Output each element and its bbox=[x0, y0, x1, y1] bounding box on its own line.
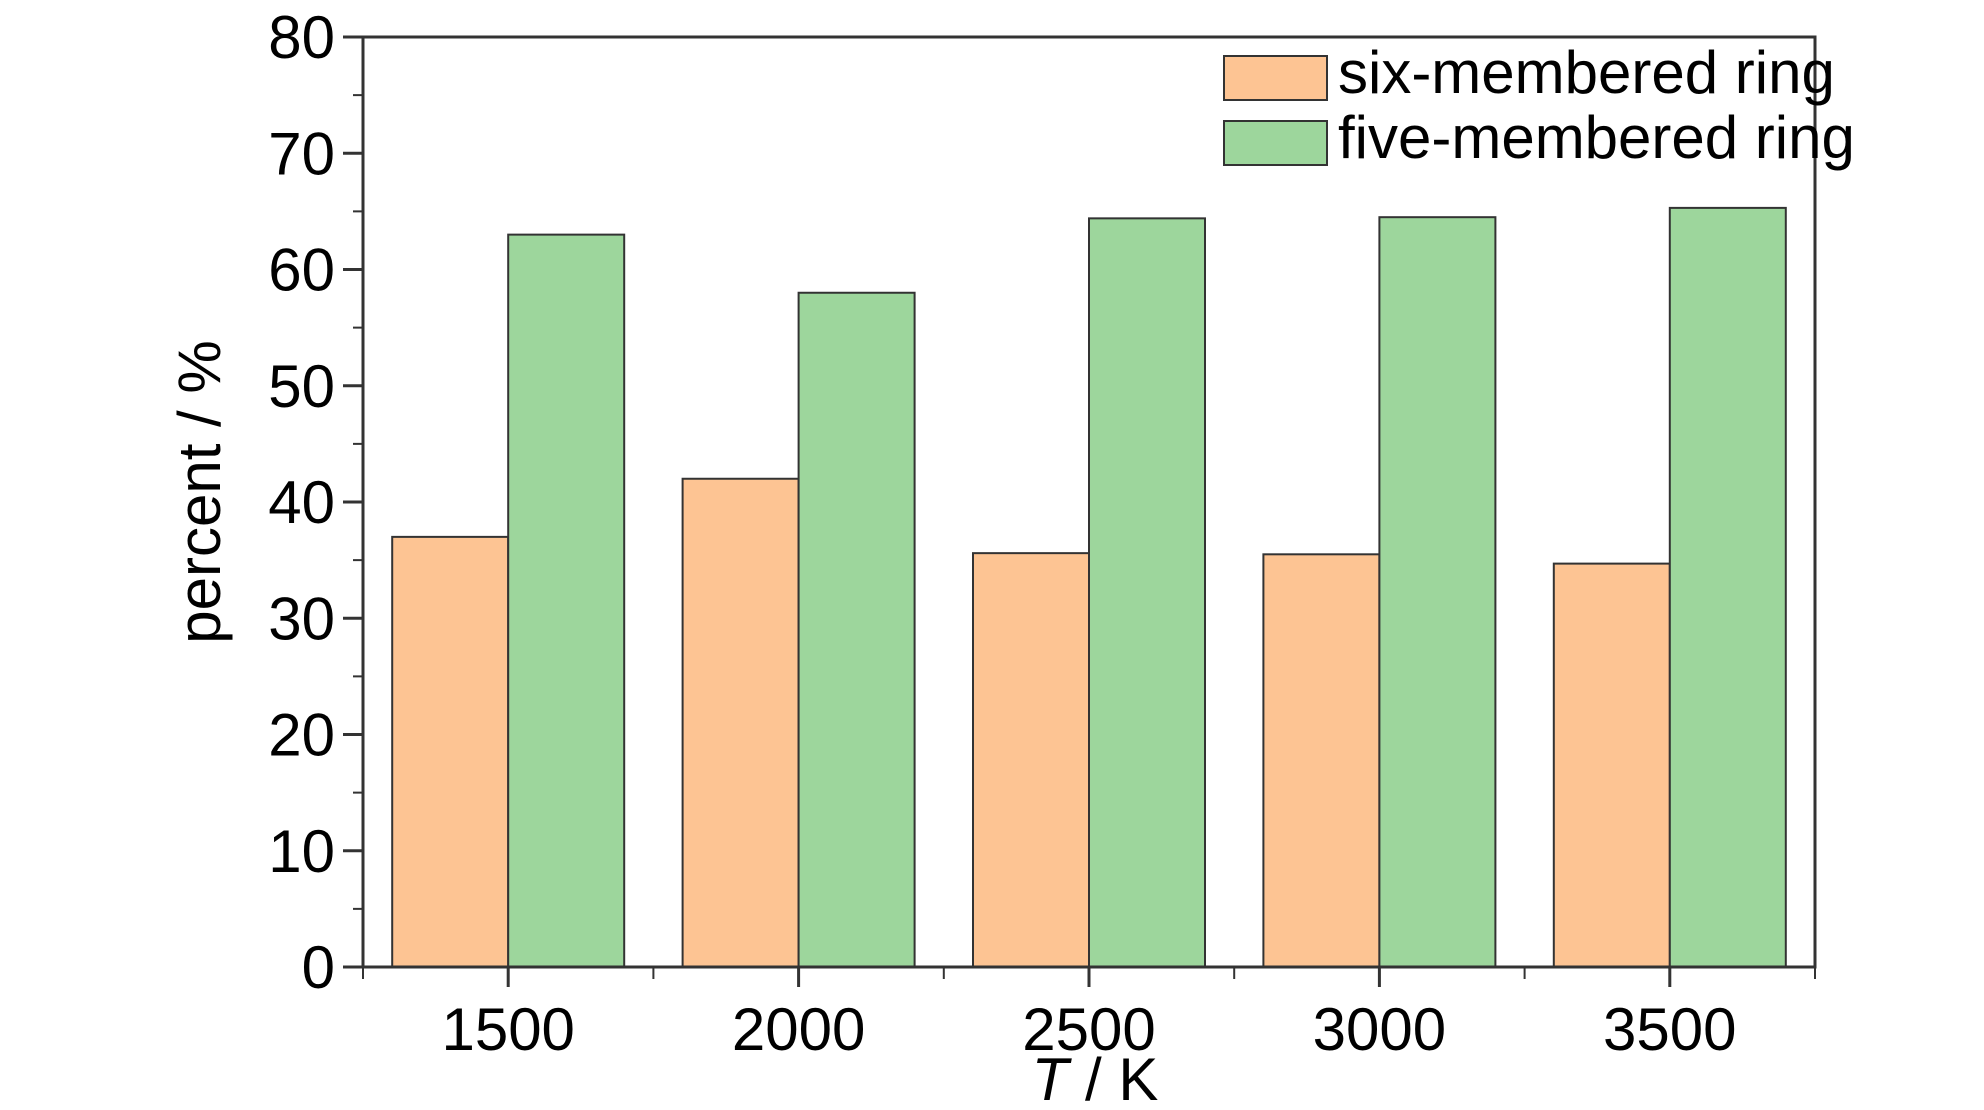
x-axis-title-symbol: T bbox=[1032, 1046, 1073, 1110]
y-tick-label: 40 bbox=[268, 469, 335, 536]
x-tick-label: 1500 bbox=[441, 996, 574, 1063]
legend-label-five-membered-ring: five-membered ring bbox=[1338, 104, 1855, 171]
legend: six-membered ring five-membered ring bbox=[1223, 39, 1855, 171]
x-axis-title-unit: / K bbox=[1068, 1046, 1158, 1110]
y-tick-label: 10 bbox=[268, 818, 335, 885]
y-tick-label: 50 bbox=[268, 353, 335, 420]
x-tick-label: 2500 bbox=[1022, 996, 1155, 1063]
x-axis-title: T / K bbox=[1032, 1046, 1159, 1110]
bar-five-membered-ring bbox=[507, 233, 626, 968]
y-axis-title: percent / % bbox=[166, 340, 233, 644]
x-axis: 1500 2000 2500 3000 3500 bbox=[362, 967, 1816, 1063]
y-tick-label: 20 bbox=[268, 702, 335, 769]
y-tick-label: 0 bbox=[302, 934, 335, 1001]
bar-five-membered-ring bbox=[797, 291, 916, 968]
x-tick-label: 3500 bbox=[1603, 996, 1736, 1063]
bar-six-membered-ring bbox=[972, 552, 1090, 969]
bar-six-membered-ring bbox=[1552, 562, 1671, 968]
legend-label-six-membered-ring: six-membered ring bbox=[1338, 39, 1835, 106]
bar-five-membered-ring bbox=[1668, 206, 1787, 968]
legend-swatch-six-membered-ring bbox=[1223, 55, 1328, 101]
legend-swatch-five-membered-ring bbox=[1223, 120, 1328, 166]
y-tick-label: 60 bbox=[268, 237, 335, 304]
x-tick-label: 3000 bbox=[1313, 996, 1446, 1063]
y-axis: 0 10 20 30 40 50 60 70 80 bbox=[268, 4, 363, 1001]
bar-six-membered-ring bbox=[391, 535, 510, 968]
bars-layer bbox=[391, 206, 1787, 969]
x-tick-label: 2000 bbox=[732, 996, 865, 1063]
bar-five-membered-ring bbox=[1378, 216, 1497, 968]
y-tick-label: 30 bbox=[268, 585, 335, 652]
bar-six-membered-ring bbox=[1262, 553, 1381, 968]
bar-five-membered-ring bbox=[1088, 217, 1206, 969]
y-tick-label: 80 bbox=[268, 4, 335, 71]
bar-six-membered-ring bbox=[681, 477, 800, 968]
y-tick-label: 70 bbox=[268, 120, 335, 187]
